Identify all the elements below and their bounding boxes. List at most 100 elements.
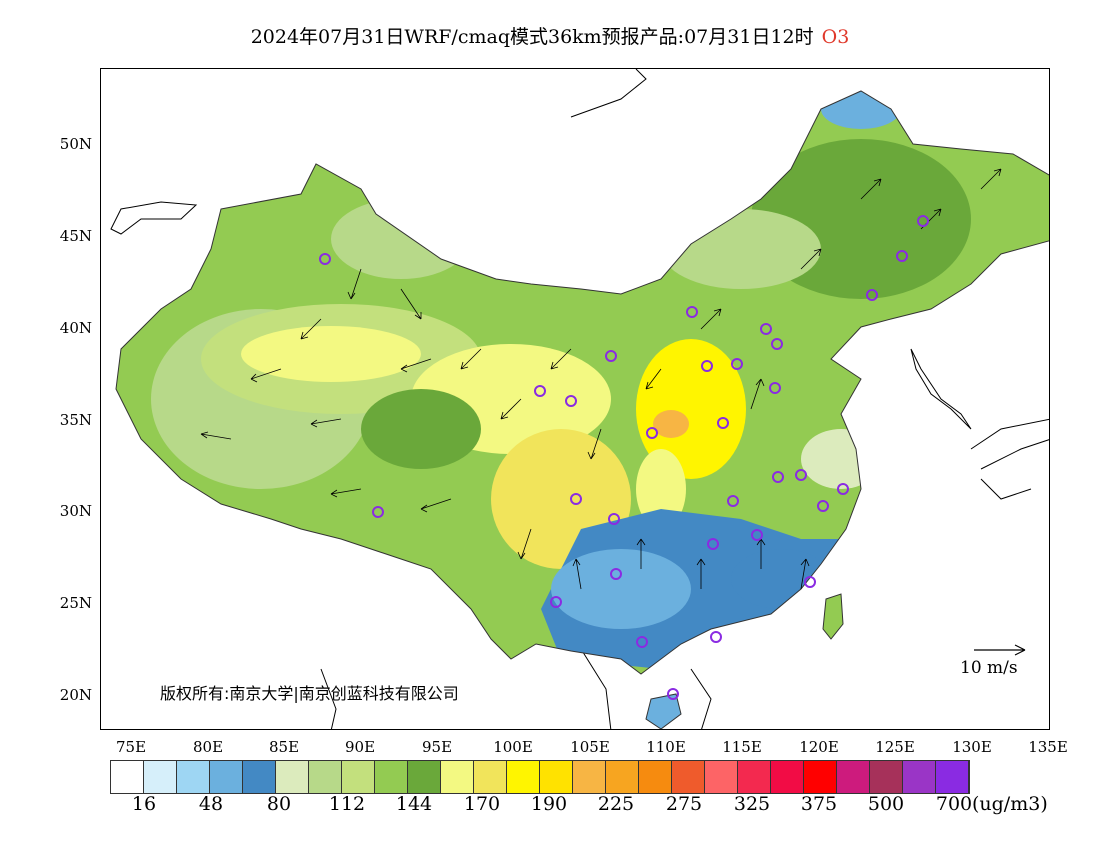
lon-label-75e: 75E (115, 738, 147, 756)
lon-label-105e: 105E (570, 738, 610, 756)
station-marker (760, 323, 772, 335)
coastline-korea (910, 348, 972, 430)
station-marker (372, 506, 384, 518)
legend-color-box (639, 761, 672, 793)
map-svg (110, 69, 1049, 729)
lon-label-120e: 120E (799, 738, 839, 756)
station-markers (319, 215, 929, 700)
station-marker (731, 358, 743, 370)
station-marker (837, 483, 849, 495)
station-marker (917, 215, 929, 227)
copyright-text: 版权所有:南京大学|南京创蓝科技有限公司 (160, 684, 459, 703)
legend-tick: 190 (530, 793, 568, 815)
legend-color-box (111, 761, 144, 793)
legend-color-box (243, 761, 276, 793)
station-marker (667, 688, 679, 700)
wind-scale: 10 m/s (960, 642, 1018, 678)
legend-color-box (672, 761, 705, 793)
lon-label-115e: 115E (722, 738, 762, 756)
station-marker (795, 469, 807, 481)
legend-color-box (540, 761, 573, 793)
station-marker (804, 576, 816, 588)
legend-tick: 375 (800, 793, 838, 815)
station-marker (866, 289, 878, 301)
legend-color-box (936, 761, 969, 793)
taiwan-island (822, 593, 844, 640)
lon-label-90e: 90E (344, 738, 376, 756)
hainan-island (645, 693, 682, 729)
station-marker (646, 427, 658, 439)
station-marker (636, 636, 648, 648)
station-marker (534, 385, 546, 397)
station-marker (717, 417, 729, 429)
lat-label-40n: 40N (59, 319, 92, 337)
station-marker (550, 596, 562, 608)
legend-tick: 48 (198, 793, 224, 815)
legend-color-box (606, 761, 639, 793)
legend-color-box (705, 761, 738, 793)
legend-color-box (771, 761, 804, 793)
station-marker (605, 350, 617, 362)
lat-label-50n: 50N (59, 135, 92, 153)
coastline-caspian (110, 201, 198, 235)
lat-label-30n: 30N (59, 502, 92, 520)
title-main: 2024年07月31日WRF/cmaq模式36km预报产品:07月31日12时 (250, 26, 814, 48)
lon-label-100e: 100E (493, 738, 533, 756)
lon-label-95e: 95E (421, 738, 453, 756)
coastline-north (570, 69, 647, 118)
legend-tick: 80 (266, 793, 292, 815)
station-marker (772, 471, 784, 483)
legend-color-box (441, 761, 474, 793)
legend-tick: 170 (463, 793, 501, 815)
color-legend (110, 760, 970, 794)
lon-label-135e: 135E (1028, 738, 1068, 756)
china-border (115, 90, 1049, 675)
station-marker (570, 493, 582, 505)
station-marker (710, 631, 722, 643)
legend-tick: 225 (597, 793, 635, 815)
legend-color-box (507, 761, 540, 793)
station-marker (751, 529, 763, 541)
legend-color-box (837, 761, 870, 793)
lon-label-85e: 85E (268, 738, 300, 756)
station-marker (769, 382, 781, 394)
legend-color-box (276, 761, 309, 793)
station-marker (707, 538, 719, 550)
legend-tick: 700 (935, 793, 973, 815)
lat-label-25n: 25N (59, 594, 92, 612)
title-species: O3 (821, 26, 850, 48)
legend-color-box (210, 761, 243, 793)
coastline-south (320, 648, 712, 729)
station-marker (817, 500, 829, 512)
legend-color-box (342, 761, 375, 793)
legend-tick: 112 (328, 793, 366, 815)
legend-color-box (804, 761, 837, 793)
lon-label-80e: 80E (192, 738, 224, 756)
lon-label-125e: 125E (875, 738, 915, 756)
wind-scale-arrow (974, 644, 1026, 656)
legend-color-box (408, 761, 441, 793)
wind-scale-label: 10 m/s (960, 658, 1018, 678)
station-marker (565, 395, 577, 407)
station-marker (610, 568, 622, 580)
legend-color-box (474, 761, 507, 793)
legend-tick: 325 (733, 793, 771, 815)
map-panel (100, 68, 1050, 730)
station-marker (771, 338, 783, 350)
legend-color-box (177, 761, 210, 793)
map-title: 2024年07月31日WRF/cmaq模式36km预报产品:07月31日12时 O… (0, 22, 1100, 49)
legend-color-box (144, 761, 177, 793)
wind-vectors (200, 168, 1002, 590)
legend-color-box (870, 761, 903, 793)
coastline-japan (970, 418, 1049, 500)
lon-label-130e: 130E (952, 738, 992, 756)
legend-tick: 16 (131, 793, 157, 815)
legend-tick: 275 (665, 793, 703, 815)
legend-color-box (903, 761, 936, 793)
station-marker (727, 495, 739, 507)
legend-unit: (ug/m3) (972, 793, 1048, 815)
lon-label-110e: 110E (646, 738, 686, 756)
legend-color-box (375, 761, 408, 793)
lat-label-35n: 35N (59, 411, 92, 429)
lat-label-45n: 45N (59, 227, 92, 245)
